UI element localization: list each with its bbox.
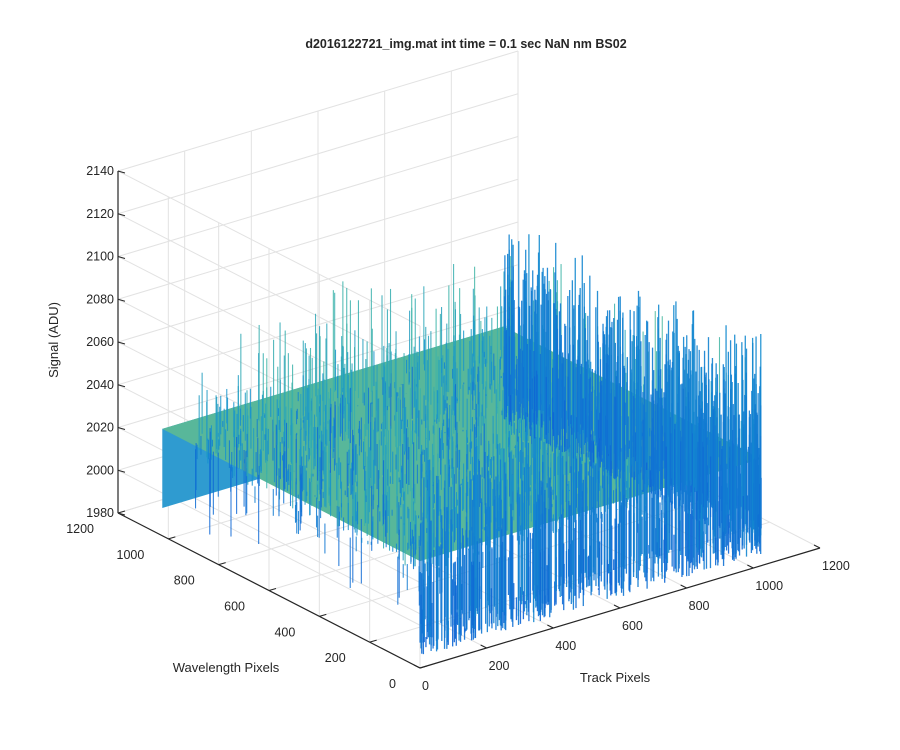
y-tick-label: 200 <box>325 651 346 665</box>
y-tick-label: 800 <box>174 574 195 588</box>
grid-line <box>117 136 519 257</box>
surface <box>162 234 762 655</box>
y-axis-label: Wavelength Pixels <box>173 660 280 675</box>
z-tick-label: 2000 <box>86 463 114 477</box>
x-tick-label: 200 <box>489 659 510 673</box>
x-tick <box>747 564 754 569</box>
x-tick-label: 0 <box>422 679 429 693</box>
grid-line <box>117 213 421 370</box>
z-tick-labels: 1980 2000 2020 2040 2060 2080 2100 2120 2140 <box>86 164 114 520</box>
x-tick-label: 400 <box>555 639 576 653</box>
grid-line <box>117 178 519 300</box>
z-tick-label: 2060 <box>86 335 114 349</box>
y-tick-label: 1000 <box>117 548 145 562</box>
z-tick <box>117 384 126 388</box>
z-tick-label: 1980 <box>86 506 114 520</box>
x-tick-label: 600 <box>622 619 643 633</box>
grid-line <box>117 170 421 327</box>
z-tick <box>117 512 126 516</box>
x-tick <box>680 584 687 589</box>
y-tick-label: 600 <box>224 600 245 614</box>
z-tick-label: 2140 <box>86 164 114 178</box>
x-tick <box>547 624 554 629</box>
chart-title: d2016122721_img.mat int time = 0.1 sec N… <box>305 37 626 51</box>
axes <box>117 170 821 669</box>
y-tick-label: 1200 <box>66 522 94 536</box>
x-tick-labels: 0 200 400 600 800 1000 1200 <box>422 559 850 693</box>
grid-line <box>117 93 519 215</box>
y-tick <box>168 536 176 540</box>
y-tick <box>268 588 277 591</box>
y-tick-label: 0 <box>389 677 396 691</box>
x-axis-label: Track Pixels <box>580 670 651 685</box>
x-tick <box>480 644 487 649</box>
z-tick-label: 2080 <box>86 292 114 306</box>
y-tick <box>117 510 126 514</box>
z-tick <box>117 213 126 217</box>
y-tick <box>218 562 226 566</box>
y-tick <box>319 613 327 617</box>
z-tick <box>117 256 126 259</box>
z-tick <box>117 469 126 473</box>
x-tick <box>613 604 621 609</box>
z-tick-label: 2040 <box>86 378 114 392</box>
z-tick <box>117 170 126 174</box>
z-tick <box>117 298 126 302</box>
z-tick-label: 2120 <box>86 207 114 221</box>
z-tick-label: 2020 <box>86 421 114 435</box>
z-axis-label: Signal (ADU) <box>46 302 61 378</box>
y-tick-labels: 0 200 400 600 800 1000 1200 <box>66 522 396 691</box>
grid-line <box>117 307 519 428</box>
x-tick <box>813 544 821 549</box>
grid-line <box>117 221 519 343</box>
y-tick <box>419 665 428 669</box>
z-tick <box>117 427 126 430</box>
x-tick-label: 800 <box>689 599 710 613</box>
z-tick-label: 2100 <box>86 250 114 264</box>
x-tick <box>413 664 421 669</box>
grid-line <box>117 264 519 386</box>
z-tick <box>117 341 126 345</box>
grid-line <box>117 50 519 172</box>
x-tick-label: 1000 <box>755 579 783 593</box>
y-tick-label: 400 <box>274 625 295 639</box>
y-tick <box>369 639 377 643</box>
x-tick-label: 1200 <box>822 559 850 573</box>
